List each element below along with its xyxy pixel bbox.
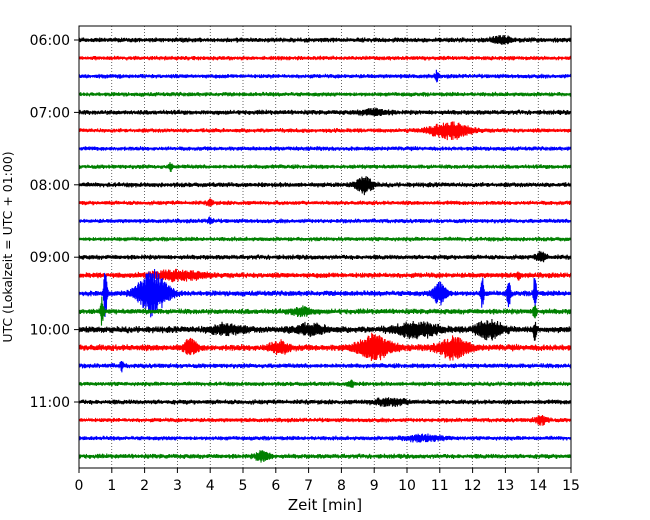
x-tick-label: 0 [75, 478, 84, 494]
x-tick-label: 13 [496, 478, 514, 494]
x-tick-label: 4 [206, 478, 215, 494]
trace-0745 [78, 162, 572, 172]
x-tick-label: 6 [271, 478, 280, 494]
y-tick-label: 06:00 [30, 33, 70, 49]
y-axis-ticks: 06:00 07:00 08:00 09:00 10:00 11:00 [30, 33, 79, 411]
trace-0700 [78, 107, 572, 117]
x-tick-label: 9 [370, 478, 379, 494]
trace-0630 [78, 69, 572, 83]
trace-1045 [78, 379, 572, 388]
trace-0845 [78, 236, 572, 242]
y-tick-label: 07:00 [30, 105, 70, 121]
x-tick-label: 12 [464, 478, 482, 494]
trace-0600 [78, 34, 572, 45]
trace-0730 [78, 145, 572, 152]
x-tick-label: 8 [337, 478, 346, 494]
trace-1000 [78, 318, 572, 341]
x-tick-label: 14 [529, 478, 547, 494]
trace-0645 [78, 91, 572, 97]
x-tick-label: 1 [107, 478, 116, 494]
seismic-traces [78, 34, 572, 463]
plot-frame [78, 25, 572, 469]
trace-0715 [78, 121, 572, 141]
y-tick-label: 09:00 [30, 250, 70, 266]
x-axis-ticks: 0 1 2 3 4 5 6 7 8 9 10 11 12 13 14 15 [75, 468, 580, 494]
trace-0900 [78, 250, 572, 263]
y-tick-label: 10:00 [30, 323, 70, 339]
x-axis-label: Zeit [min] [288, 496, 362, 514]
trace-1130 [78, 433, 572, 443]
x-tick-label: 5 [239, 478, 248, 494]
y-axis-label: UTC (Lokalzeit = UTC + 01:00) [0, 151, 15, 342]
trace-1030 [78, 360, 572, 373]
trace-0945 [78, 296, 572, 326]
trace-1100 [78, 397, 572, 407]
trace-0930 [78, 269, 572, 318]
trace-0615 [78, 55, 572, 61]
trace-0800 [78, 176, 572, 196]
y-tick-label: 11:00 [30, 395, 70, 411]
x-tick-label: 15 [562, 478, 580, 494]
trace-1145 [78, 450, 572, 463]
trace-0830 [78, 216, 572, 225]
x-tick-label: 7 [304, 478, 313, 494]
x-tick-label: 2 [140, 478, 149, 494]
x-tick-label: 3 [173, 478, 182, 494]
x-tick-label: 10 [398, 478, 416, 494]
trace-0915 [78, 268, 572, 283]
trace-1015 [78, 332, 572, 361]
x-tick-label: 11 [431, 478, 449, 494]
trace-1115 [78, 414, 572, 426]
y-tick-label: 08:00 [30, 178, 70, 194]
trace-0815 [78, 198, 572, 207]
